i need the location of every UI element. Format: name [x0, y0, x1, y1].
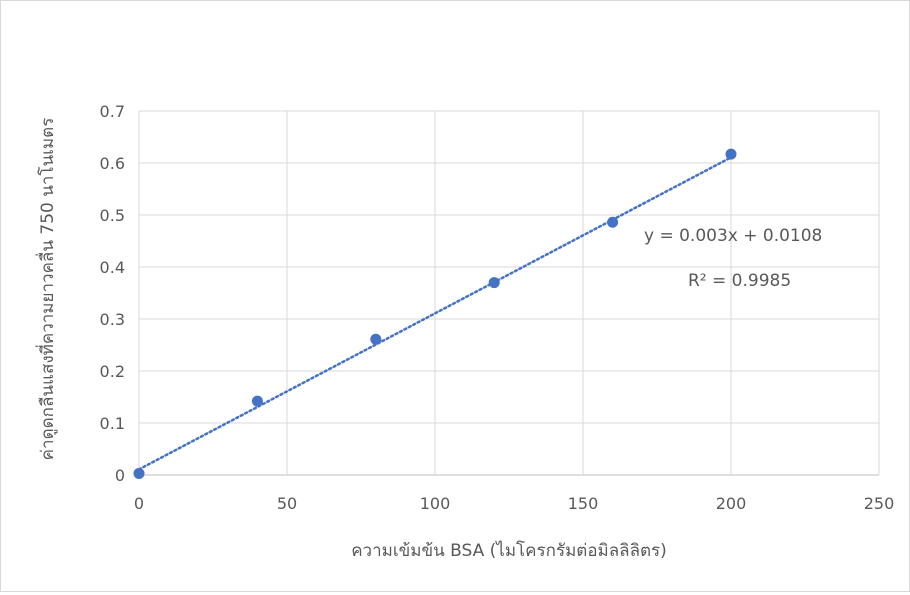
x-tick-label: 0	[134, 494, 144, 513]
trendline-layer	[137, 156, 733, 471]
data-point	[370, 333, 382, 345]
trendline-equation: y = 0.003x + 0.0108	[644, 226, 822, 246]
y-tick-label: 0.4	[100, 258, 125, 277]
x-tick-label: 250	[864, 494, 895, 513]
x-tick-label: 200	[716, 494, 747, 513]
data-point	[725, 148, 737, 160]
y-tick-label: 0.6	[100, 154, 125, 173]
data-point	[251, 395, 263, 407]
y-axis-title: ค่าดูดกลืนแสงที่ความยาวคลื่น 750 นาโนเมต…	[35, 118, 58, 461]
y-tick-label: 0.7	[100, 102, 125, 121]
x-tick-labels: 0 50 100 150 200 250	[134, 494, 894, 513]
x-tick-label: 50	[277, 494, 297, 513]
y-tick-label: 0.3	[100, 310, 125, 329]
data-point	[488, 277, 500, 289]
y-tick-label: 0	[115, 466, 125, 485]
data-point	[133, 467, 145, 479]
x-axis-title: ความเข้มข้น BSA (ไมโครกรัมต่อมิลลิลิตร)	[351, 540, 667, 561]
gridlines	[138, 110, 880, 476]
x-tick-label: 150	[568, 494, 599, 513]
data-points	[133, 148, 737, 479]
x-tick-label: 100	[420, 494, 451, 513]
trendline-r-squared: R² = 0.9985	[688, 271, 791, 291]
y-tick-label: 0.2	[100, 362, 125, 381]
y-tick-label: 0.1	[100, 414, 125, 433]
trendline	[137, 156, 733, 471]
y-tick-label: 0.5	[100, 206, 125, 225]
data-point	[607, 216, 619, 228]
y-tick-labels: 0 0.1 0.2 0.3 0.4 0.5 0.6 0.7	[100, 102, 125, 485]
